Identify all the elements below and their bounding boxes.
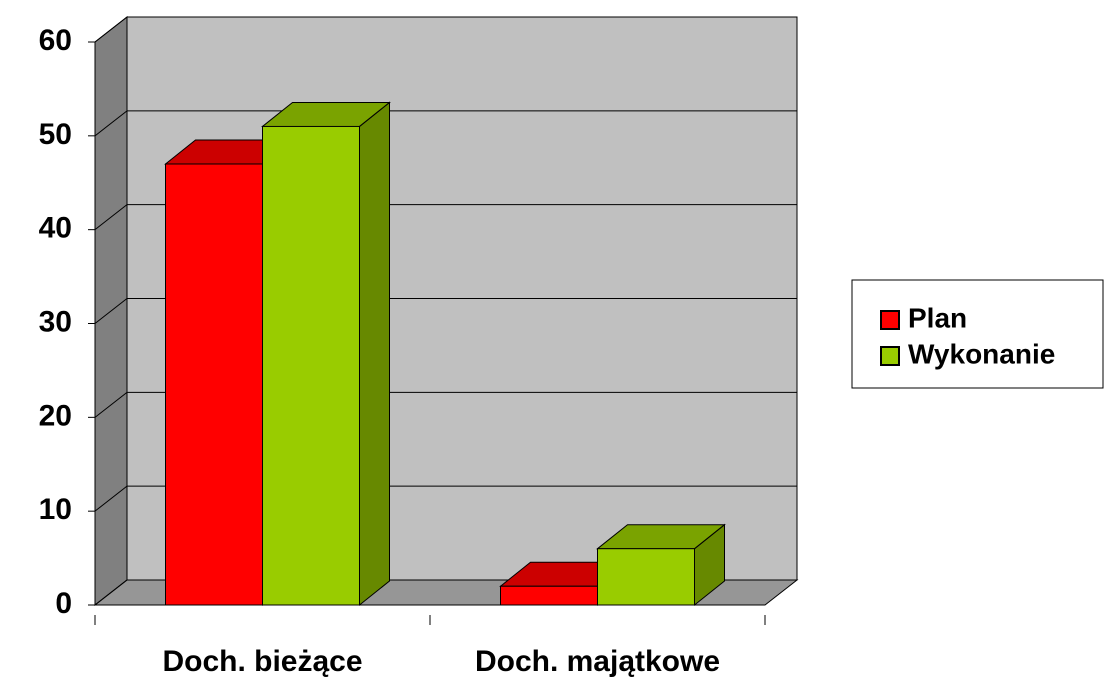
legend-swatch: [880, 346, 900, 366]
y-tick-label: 40: [39, 212, 72, 245]
grid-line-side: [94, 110, 128, 137]
grid-line-side: [94, 485, 128, 512]
y-tick-label: 20: [39, 399, 72, 432]
bar: [262, 125, 360, 606]
legend-box: [851, 279, 1104, 389]
grid-line-side: [94, 579, 128, 606]
grid-line-side: [94, 204, 128, 231]
bar: [165, 163, 263, 606]
y-tick-label: 60: [39, 24, 72, 57]
legend-label: Plan: [908, 302, 967, 333]
y-tick-label: 50: [39, 118, 72, 151]
grid-line-side: [94, 298, 128, 324]
x-tick-label: Doch. bieżące: [162, 645, 362, 678]
bar: [500, 585, 598, 606]
bar: [597, 548, 695, 606]
bar-side: [359, 101, 390, 607]
x-tick-label: Doch. majątkowe: [475, 645, 720, 678]
y-tick-label: 0: [55, 587, 72, 620]
y-tick-label: 30: [39, 305, 72, 338]
y-tick-label: 10: [39, 493, 72, 526]
legend-label: Wykonanie: [908, 338, 1055, 369]
grid-line-side: [94, 16, 128, 43]
grid-line-side: [94, 391, 128, 418]
legend-swatch: [880, 310, 900, 330]
